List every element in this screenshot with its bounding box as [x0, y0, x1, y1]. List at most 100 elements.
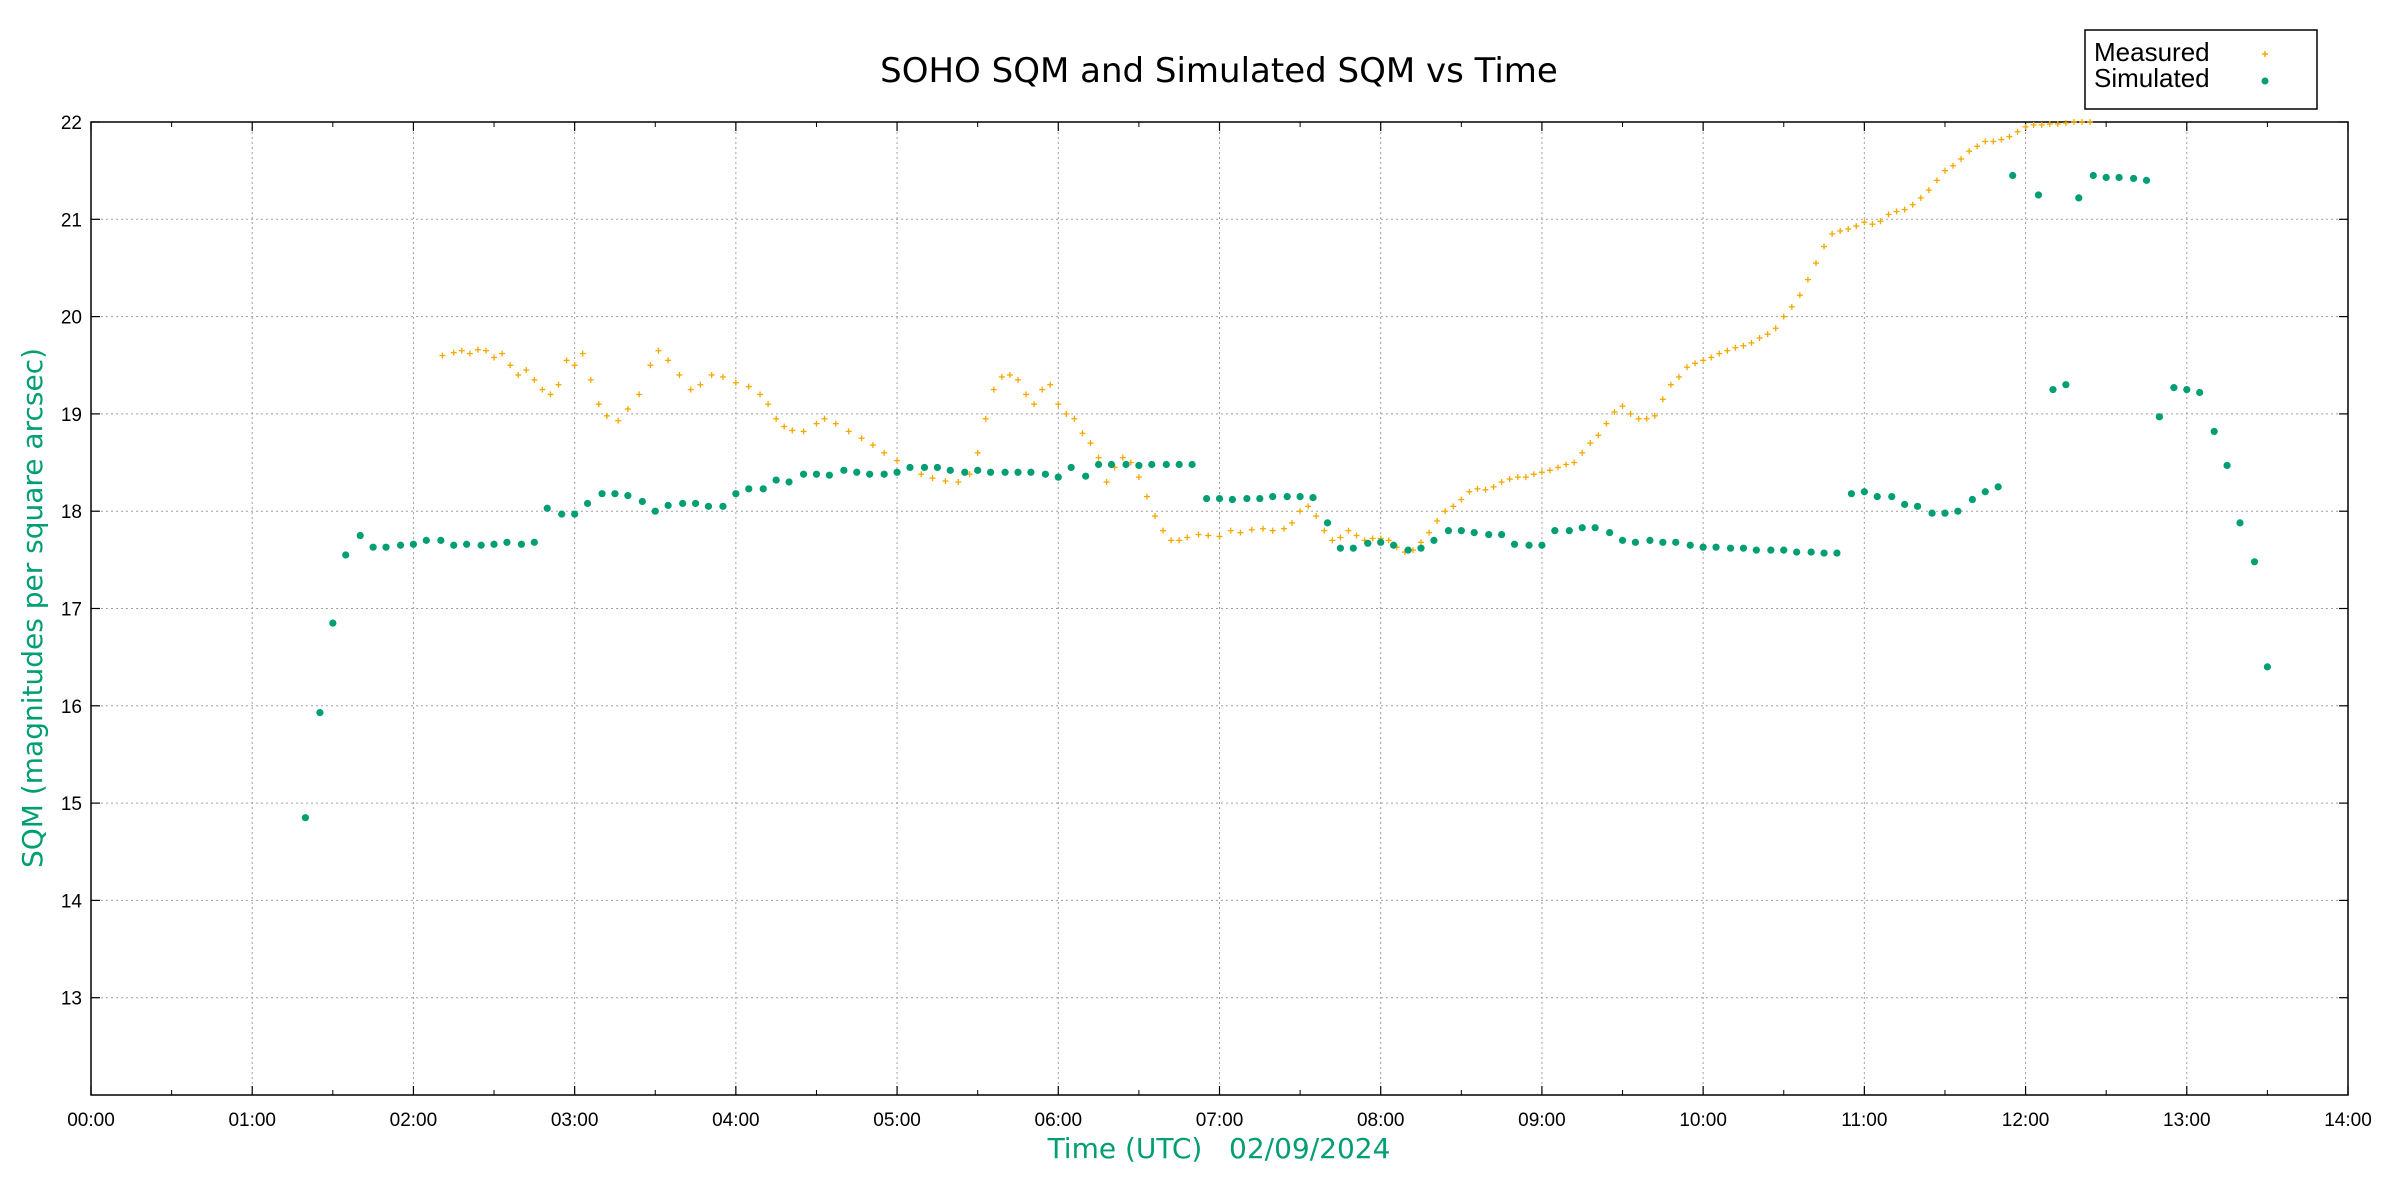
- simulated-point: [2155, 413, 2163, 421]
- x-tick-label: 04:00: [712, 1110, 760, 1131]
- measured-point: [1313, 513, 1320, 520]
- measured-point: [466, 350, 473, 357]
- measured-point: [2014, 128, 2021, 135]
- measured-point: [1006, 371, 1013, 378]
- measured-point: [1466, 488, 1473, 495]
- simulated-point: [1054, 473, 1062, 481]
- simulated-point: [691, 499, 700, 508]
- measured-point: [1861, 219, 1868, 226]
- simulated-point: [1672, 538, 1680, 546]
- measured-point: [1216, 533, 1223, 540]
- simulated-point: [1094, 460, 1103, 469]
- simulated-point: [356, 531, 364, 540]
- simulated-point: [1390, 541, 1398, 549]
- measured-point: [1184, 534, 1191, 541]
- measured-point: [1603, 420, 1610, 427]
- measured-point: [1974, 143, 1981, 150]
- measured-point: [2078, 119, 2085, 125]
- simulated-point: [1175, 460, 1183, 469]
- simulated-point: [880, 470, 888, 478]
- simulated-point: [611, 490, 619, 498]
- measured-point: [665, 357, 672, 364]
- measured-point: [1764, 331, 1771, 338]
- measured-point: [555, 381, 562, 388]
- simulated-point: [1135, 461, 1143, 470]
- simulated-point: [450, 541, 458, 549]
- simulated-point: [2062, 381, 2070, 389]
- measured-point: [929, 475, 936, 482]
- simulated-point: [920, 463, 929, 472]
- measured-point: [1732, 344, 1739, 351]
- measured-point: [1237, 529, 1244, 536]
- measured-point: [1635, 415, 1642, 422]
- simulated-point: [1014, 468, 1022, 476]
- measured-point: [708, 371, 715, 378]
- measured-point: [539, 386, 546, 393]
- simulated-point: [1941, 509, 1949, 517]
- simulated-point: [1188, 460, 1196, 469]
- measured-point: [998, 373, 1005, 380]
- measured-point: [1434, 517, 1441, 524]
- measured-point: [1039, 386, 1046, 393]
- simulated-point: [1847, 490, 1856, 498]
- x-axis-label: Time (UTC) 02/09/2024: [1047, 1132, 1391, 1165]
- measured-point: [1563, 461, 1570, 468]
- measured-point: [1071, 415, 1078, 422]
- simulated-point: [1954, 507, 1962, 515]
- simulated-point: [1269, 493, 1277, 501]
- measured-point: [615, 417, 622, 424]
- simulated-point: [2223, 461, 2231, 470]
- simulated-point: [1485, 530, 1493, 539]
- measured-point: [655, 347, 662, 354]
- y-axis-label: SQM (magnitudes per square arcsec): [16, 348, 49, 868]
- x-tick-label: 07:00: [1196, 1110, 1244, 1131]
- simulated-point: [1001, 468, 1009, 476]
- measured-point: [1297, 508, 1304, 515]
- measured-point: [1619, 403, 1626, 410]
- measured-point: [955, 479, 962, 486]
- measured-point: [474, 346, 481, 353]
- measured-point: [1958, 155, 1965, 162]
- legend-label-measured: Measured: [2094, 37, 2210, 67]
- measured-point: [1055, 401, 1062, 408]
- simulated-point: [1591, 524, 1599, 532]
- measured-point: [1925, 187, 1932, 194]
- simulated-point: [1041, 470, 1049, 478]
- y-tick-label: 20: [61, 308, 82, 329]
- simulated-point: [1430, 536, 1438, 544]
- measured-point: [942, 478, 949, 485]
- measured-point: [789, 427, 796, 434]
- measured-point: [2046, 120, 2053, 127]
- simulated-point: [704, 502, 713, 510]
- measured-point: [491, 354, 498, 361]
- simulated-point: [799, 470, 808, 478]
- simulated-point: [1860, 488, 1868, 496]
- simulated-point: [2263, 663, 2271, 671]
- simulated-point: [1726, 544, 1735, 552]
- simulated-point: [1364, 539, 1372, 547]
- simulated-point: [785, 478, 793, 486]
- measured-point: [515, 371, 522, 378]
- measured-point: [1490, 483, 1497, 490]
- simulated-point: [1228, 495, 1236, 504]
- y-tick-label: 18: [61, 502, 82, 523]
- measured-point: [2038, 121, 2045, 128]
- measured-point: [1269, 527, 1276, 534]
- simulated-point: [1215, 494, 1224, 503]
- measured-point: [781, 423, 788, 430]
- measured-point: [1571, 459, 1578, 466]
- simulated-point: [1807, 548, 1815, 556]
- x-tick-label: 12:00: [2002, 1110, 2050, 1131]
- simulated-point: [1994, 483, 2002, 491]
- measured-point: [881, 449, 888, 456]
- simulated-point: [1525, 541, 1533, 549]
- measured-point: [523, 367, 530, 374]
- measured-point: [813, 420, 820, 427]
- simulated-point: [1551, 527, 1559, 535]
- simulated-point: [1538, 541, 1546, 549]
- x-tick-label: 06:00: [1035, 1110, 1083, 1131]
- measured-point: [1748, 339, 1755, 346]
- simulated-point: [1659, 538, 1667, 546]
- simulated-point: [1820, 549, 1828, 557]
- simulated-point: [1296, 493, 1304, 501]
